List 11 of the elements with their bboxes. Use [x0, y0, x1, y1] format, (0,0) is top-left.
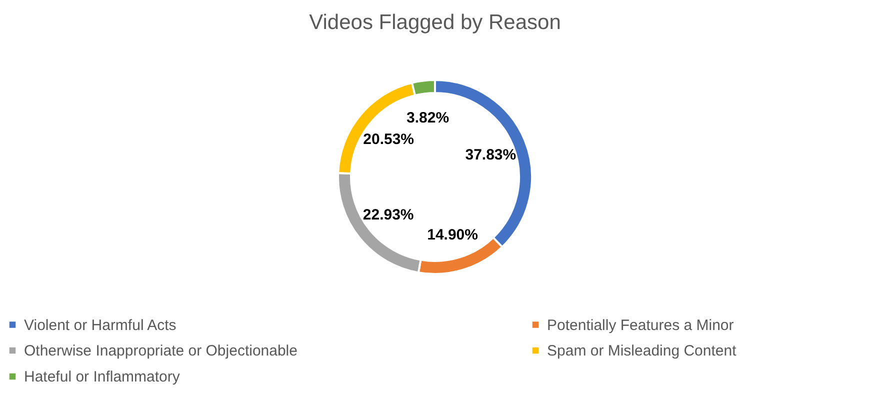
- legend-label: Violent or Harmful Acts: [24, 316, 176, 334]
- data-label: 14.90%: [427, 226, 478, 244]
- data-label: 20.53%: [363, 131, 414, 148]
- data-label: 22.93%: [362, 206, 414, 224]
- legend-label: Spam or Misleading Content: [547, 342, 738, 360]
- chart-title: Videos Flagged by Reason: [309, 11, 561, 34]
- data-label: 3.82%: [406, 109, 450, 126]
- legend-label: Potentially Features a Minor: [547, 316, 734, 334]
- data-label: 37.83%: [465, 146, 516, 164]
- legend-label: Hateful or Inflammatory: [24, 368, 180, 386]
- legend-label: Otherwise Inappropriate or Objectionable: [24, 342, 298, 360]
